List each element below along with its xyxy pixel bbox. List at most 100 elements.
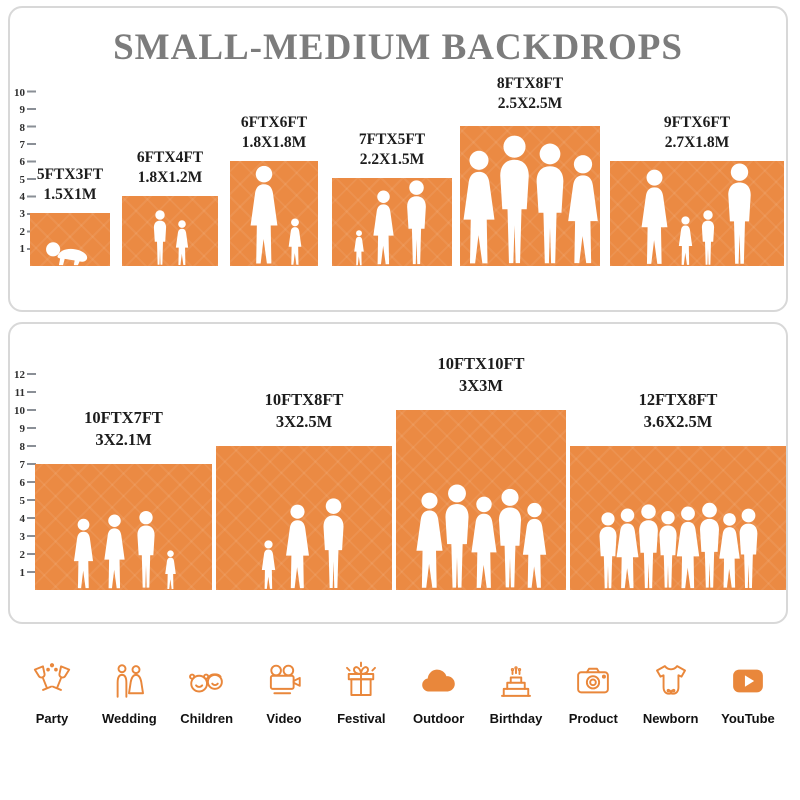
- size-ft-label: 10FTX8FT: [264, 390, 344, 410]
- bottom-size-panel: 1 2 3 4 5 6 7 8 9 10 11 12 10FTX7FT 3X2.…: [8, 322, 788, 624]
- product-icon: [577, 667, 610, 694]
- size-m-label: 1.5X1M: [43, 185, 97, 203]
- top-size-panel: SMALL-MEDIUM BACKDROPS 1 2 3 4 5 6 7 8 9…: [8, 6, 788, 312]
- man-silhouette: [401, 180, 432, 266]
- category-product: Product: [557, 660, 629, 726]
- category-festival: Festival: [325, 660, 397, 726]
- scale-tick-label: 7: [19, 459, 26, 471]
- silhouette-group: [122, 196, 218, 266]
- backdrop-bar-6ftx4ft: [122, 196, 218, 266]
- scale-tick-label: 6: [19, 156, 26, 169]
- category-newborn: Newborn: [635, 660, 707, 726]
- bar-label: 10FTX8FT 3X2.5M: [196, 389, 412, 432]
- scale-tick-label: 10: [14, 87, 25, 99]
- scale-tick-label: 11: [14, 387, 25, 399]
- size-ft-label: 12FTX8FT: [638, 390, 718, 410]
- scale-tick-label: 1: [19, 242, 26, 255]
- scale-tick-label: 5: [19, 495, 26, 507]
- size-m-label: 1.8X1.2M: [137, 168, 203, 186]
- child-silhouette: [163, 550, 178, 590]
- size-ft-label: 7FTX5FT: [358, 130, 426, 148]
- category-children: Children: [171, 660, 243, 726]
- size-m-label: 1.8X1.8M: [241, 133, 307, 151]
- category-party: Party: [16, 660, 88, 726]
- top-scale-ticks: [27, 90, 36, 250]
- icon-label: Product: [568, 711, 618, 726]
- bar-label: 6FTX4FT 1.8X1.2M: [102, 148, 238, 188]
- child-silhouette: [259, 540, 278, 590]
- category-video: Video: [248, 660, 320, 726]
- scale-tick-label: 8: [19, 441, 26, 453]
- woman-silhouette: [281, 504, 314, 590]
- page-title: SMALL-MEDIUM BACKDROPS: [113, 27, 683, 68]
- child-silhouette: [676, 216, 695, 266]
- woman-silhouette: [245, 165, 283, 266]
- category-icon-row: Party Wedding Children: [16, 660, 784, 726]
- woman-silhouette: [518, 502, 551, 590]
- size-ft-label: 6FTX4FT: [136, 148, 204, 166]
- icon-label: Wedding: [102, 711, 157, 726]
- scale-tick-label: 4: [19, 513, 26, 525]
- video-icon: [269, 664, 301, 695]
- icon-label: Party: [35, 711, 69, 726]
- bar-label: 8FTX8FT 2.5X2.5M: [440, 74, 620, 114]
- scale-tick-label: 4: [19, 190, 26, 203]
- bar-label: 7FTX5FT 2.2X1.5M: [312, 130, 472, 170]
- size-m-label: 3X2.1M: [95, 429, 152, 449]
- icon-label: Newborn: [642, 711, 699, 726]
- backdrop-bar-8ftx8ft: [460, 126, 600, 266]
- category-birthday: Birthday: [480, 660, 552, 726]
- woman-silhouette: [562, 154, 601, 266]
- woman-silhouette: [369, 190, 398, 266]
- scale-tick-label: 9: [19, 423, 26, 435]
- backdrop-bar-12ftx8ft: [570, 446, 786, 590]
- backdrop-bar-9ftx6ft: [610, 161, 784, 266]
- silhouette-group: [230, 161, 318, 266]
- outdoor-icon: [421, 669, 455, 692]
- backdrop-bar-10ftx7ft: [35, 464, 212, 590]
- size-ft-label: 6FTX6FT: [240, 113, 308, 131]
- man-silhouette: [721, 163, 758, 266]
- backdrop-bar-10ftx8ft: [216, 446, 392, 590]
- bottom-scale-axis: 1 2 3 4 5 6 7 8 9 10 11 12: [12, 369, 25, 579]
- man-silhouette: [132, 510, 160, 590]
- backdrop-bar-6ftx6ft: [230, 161, 318, 266]
- icon-label: Birthday: [489, 711, 543, 726]
- bar-label: 12FTX8FT 3.6X2.5M: [550, 389, 800, 432]
- scale-tick-label: 8: [19, 121, 26, 134]
- size-m-label: 2.7X1.8M: [664, 133, 730, 151]
- size-ft-label: 10FTX7FT: [84, 408, 163, 428]
- scale-tick-label: 5: [19, 173, 26, 186]
- size-ft-label: 9FTX6FT: [663, 113, 731, 131]
- scale-tick-label: 3: [19, 531, 26, 543]
- scale-tick-label: 1: [19, 567, 26, 579]
- silhouette-group: [35, 464, 212, 590]
- scale-tick-label: 12: [14, 369, 25, 381]
- silhouette-group: [332, 178, 452, 266]
- size-m-label: 3.6X2.5M: [643, 411, 713, 431]
- size-m-label: 2.2X1.5M: [359, 150, 425, 168]
- silhouette-group: [570, 446, 786, 590]
- man-silhouette: [734, 508, 763, 590]
- children-icon: [188, 673, 223, 693]
- size-m-label: 3X3M: [459, 375, 503, 395]
- silhouette-group: [396, 410, 566, 590]
- silhouette-group: [216, 446, 392, 590]
- woman-silhouette: [70, 518, 97, 590]
- icon-label: Video: [266, 711, 302, 726]
- newborn-icon: [655, 665, 686, 695]
- bar-label: 9FTX6FT 2.7X1.8M: [590, 113, 800, 153]
- scale-tick-label: 2: [19, 225, 26, 238]
- bar-label: 10FTX7FT 3X2.1M: [15, 407, 232, 450]
- backdrop-bar-5ftx3ft: [30, 213, 110, 266]
- bar-label: 6FTX6FT 1.8X1.8M: [210, 113, 338, 153]
- icon-label: Festival: [337, 711, 386, 726]
- scale-tick-label: 9: [19, 104, 26, 117]
- icon-label: YouTube: [721, 711, 775, 726]
- icon-label: Children: [180, 711, 234, 726]
- man-silhouette: [317, 498, 350, 590]
- child-silhouette: [698, 210, 718, 266]
- youtube-icon: [733, 669, 763, 693]
- bar-label: 5FTX3FT 1.5X1M: [10, 165, 130, 205]
- baby-silhouette: [44, 236, 97, 266]
